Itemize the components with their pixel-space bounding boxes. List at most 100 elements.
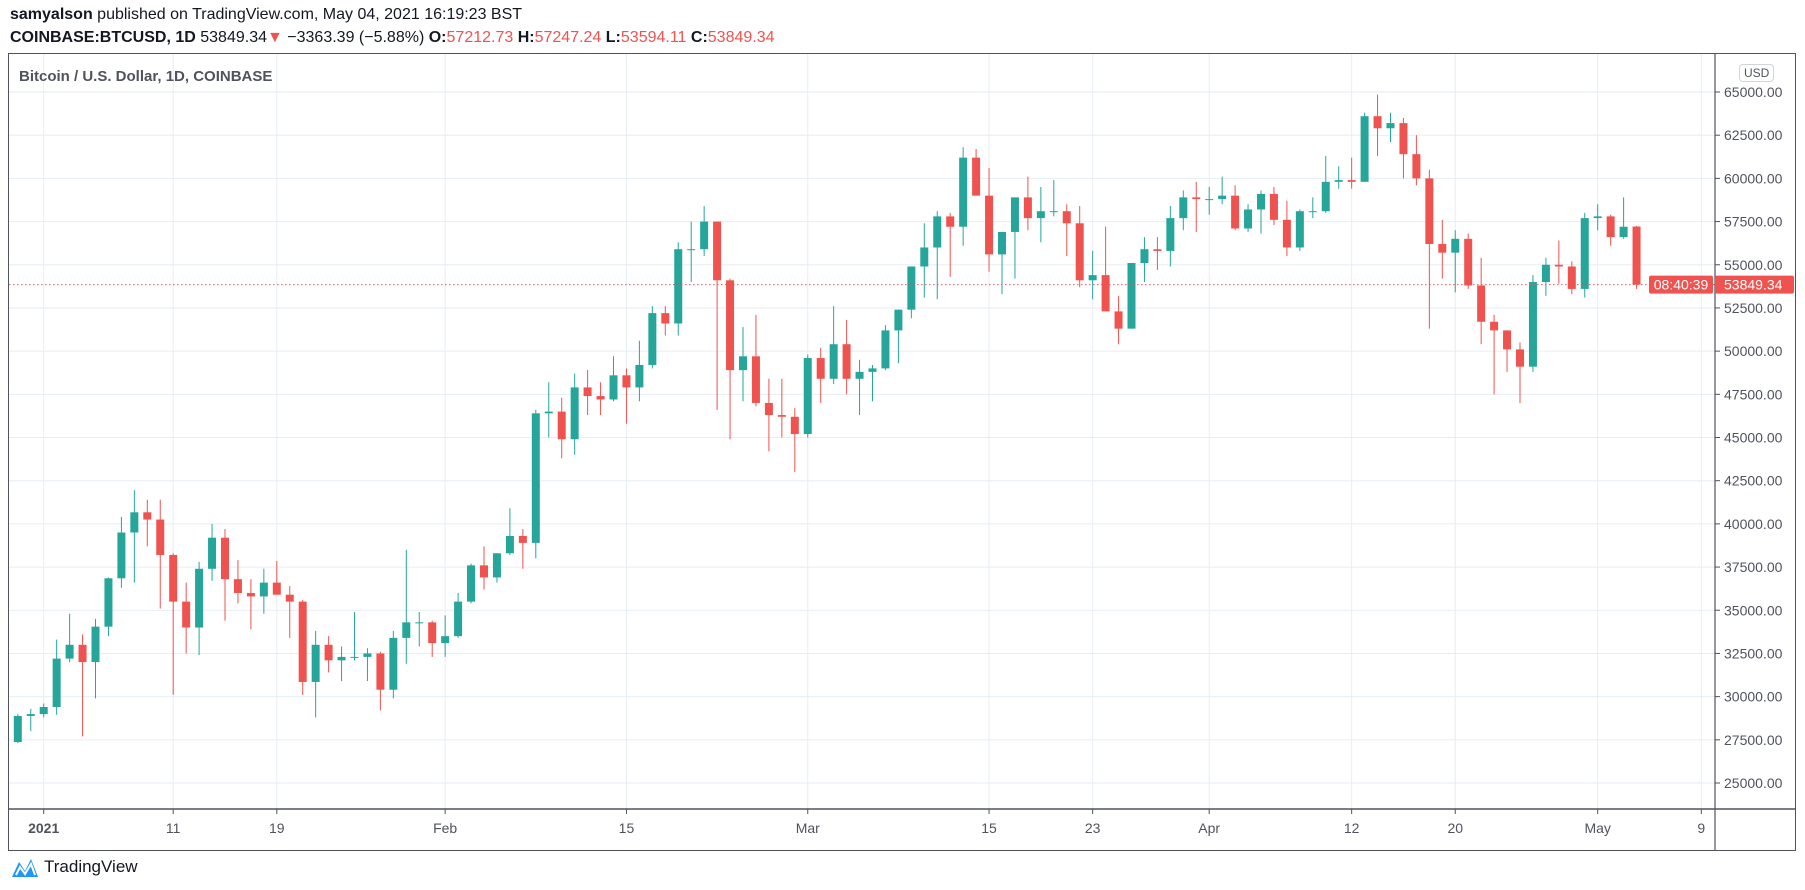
chart-legend: Bitcoin / U.S. Dollar, 1D, COINBASE bbox=[19, 68, 273, 85]
candle-body bbox=[389, 637, 398, 690]
candle-up bbox=[104, 577, 113, 637]
candle-body bbox=[596, 396, 605, 400]
candle-down bbox=[1192, 181, 1201, 232]
candle-down bbox=[143, 499, 152, 547]
candle-body bbox=[1010, 197, 1019, 232]
candle-down bbox=[298, 599, 307, 695]
candle-down bbox=[1516, 342, 1524, 403]
candle-up bbox=[881, 325, 890, 371]
close-value: 53849.34 bbox=[707, 29, 775, 46]
y-tick-label: 57500.00 bbox=[1724, 214, 1783, 230]
candle-body bbox=[1541, 264, 1550, 283]
candle-body bbox=[1036, 211, 1045, 219]
candle-body bbox=[1257, 193, 1265, 210]
candle-up bbox=[65, 613, 74, 663]
candle-up bbox=[1295, 209, 1304, 251]
candle-body bbox=[1321, 181, 1330, 212]
candle-body bbox=[272, 582, 281, 595]
candle-body bbox=[855, 371, 864, 379]
candle-body bbox=[91, 626, 100, 663]
candle-down bbox=[713, 221, 722, 410]
candle-up bbox=[1360, 112, 1369, 182]
candle-up bbox=[544, 382, 553, 438]
y-tick-label: 47500.00 bbox=[1724, 386, 1783, 402]
candle-body bbox=[1114, 311, 1123, 329]
high-label: H: bbox=[517, 29, 535, 46]
candle-up bbox=[1580, 212, 1589, 298]
candle-body bbox=[1049, 211, 1058, 213]
candle-up bbox=[1308, 197, 1317, 219]
candle-down bbox=[1347, 157, 1356, 189]
price-change: −3363.39 (−5.88%) bbox=[287, 29, 425, 46]
candle-up bbox=[700, 206, 709, 257]
candle-down bbox=[1503, 330, 1512, 372]
candle-body bbox=[1282, 219, 1291, 248]
candle-body bbox=[946, 216, 955, 227]
candle-up bbox=[208, 523, 217, 581]
currency-button[interactable]: USD bbox=[1739, 64, 1775, 82]
author-name[interactable]: samyalson bbox=[10, 6, 93, 23]
candle-up bbox=[635, 340, 644, 402]
candle-body bbox=[531, 413, 540, 543]
candle-body bbox=[26, 714, 35, 716]
candle-up bbox=[259, 568, 268, 614]
candle-body bbox=[674, 249, 683, 324]
x-tick-label: Mar bbox=[796, 820, 820, 836]
candle-body bbox=[285, 594, 294, 602]
candle-up bbox=[1528, 275, 1537, 372]
candle-up bbox=[1088, 250, 1097, 300]
candle-body bbox=[182, 601, 191, 628]
candle-body bbox=[1269, 193, 1278, 220]
y-tick-label: 42500.00 bbox=[1724, 473, 1783, 489]
candle-body bbox=[1528, 282, 1537, 367]
candle-body bbox=[441, 636, 450, 644]
candles bbox=[13, 94, 1641, 743]
candle-body bbox=[933, 216, 942, 248]
candle-up bbox=[389, 630, 398, 699]
candle-body bbox=[1166, 218, 1175, 251]
candle-down bbox=[661, 306, 670, 336]
brand-name: TradingView bbox=[44, 857, 138, 876]
candle-body bbox=[467, 565, 476, 602]
candle-up bbox=[648, 306, 657, 369]
candle-body bbox=[609, 375, 618, 400]
candle-body bbox=[1140, 249, 1149, 264]
candle-down bbox=[1399, 117, 1408, 179]
tradingview-logo-icon bbox=[12, 859, 38, 877]
candle-body bbox=[1334, 180, 1343, 182]
candle-body bbox=[998, 231, 1006, 255]
candle-down bbox=[1490, 314, 1499, 395]
candle-body bbox=[454, 601, 463, 637]
candle-body bbox=[233, 579, 242, 593]
candle-body bbox=[169, 554, 178, 602]
candle-up bbox=[907, 266, 916, 319]
candle-down bbox=[1567, 261, 1576, 295]
candle-body bbox=[1554, 264, 1563, 267]
candle-up bbox=[803, 354, 812, 438]
publish-info: samyalson published on TradingView.com, … bbox=[10, 6, 522, 24]
y-tick-label: 30000.00 bbox=[1724, 689, 1783, 705]
candle-up bbox=[505, 508, 514, 555]
candle-up bbox=[531, 409, 540, 559]
candle-body bbox=[1412, 154, 1421, 179]
candle-body bbox=[1619, 226, 1628, 238]
candle-body bbox=[777, 415, 786, 417]
candle-body bbox=[337, 656, 346, 661]
tradingview-logo[interactable]: TradingView bbox=[10, 856, 138, 878]
candle-down bbox=[985, 168, 994, 272]
candle-body bbox=[1360, 116, 1369, 182]
candle-down bbox=[246, 579, 255, 630]
candle-body bbox=[156, 519, 165, 555]
candle-body bbox=[1567, 266, 1576, 289]
x-tick-label: 2021 bbox=[28, 820, 59, 836]
candle-up bbox=[959, 147, 968, 246]
candle-up bbox=[998, 231, 1006, 295]
candle-body bbox=[402, 622, 411, 638]
candle-body bbox=[1244, 209, 1253, 229]
candle-down bbox=[1632, 225, 1641, 290]
candle-up bbox=[363, 648, 372, 682]
candle-body bbox=[764, 402, 773, 416]
candle-body bbox=[1593, 216, 1602, 219]
x-tick-label: 15 bbox=[619, 820, 635, 836]
